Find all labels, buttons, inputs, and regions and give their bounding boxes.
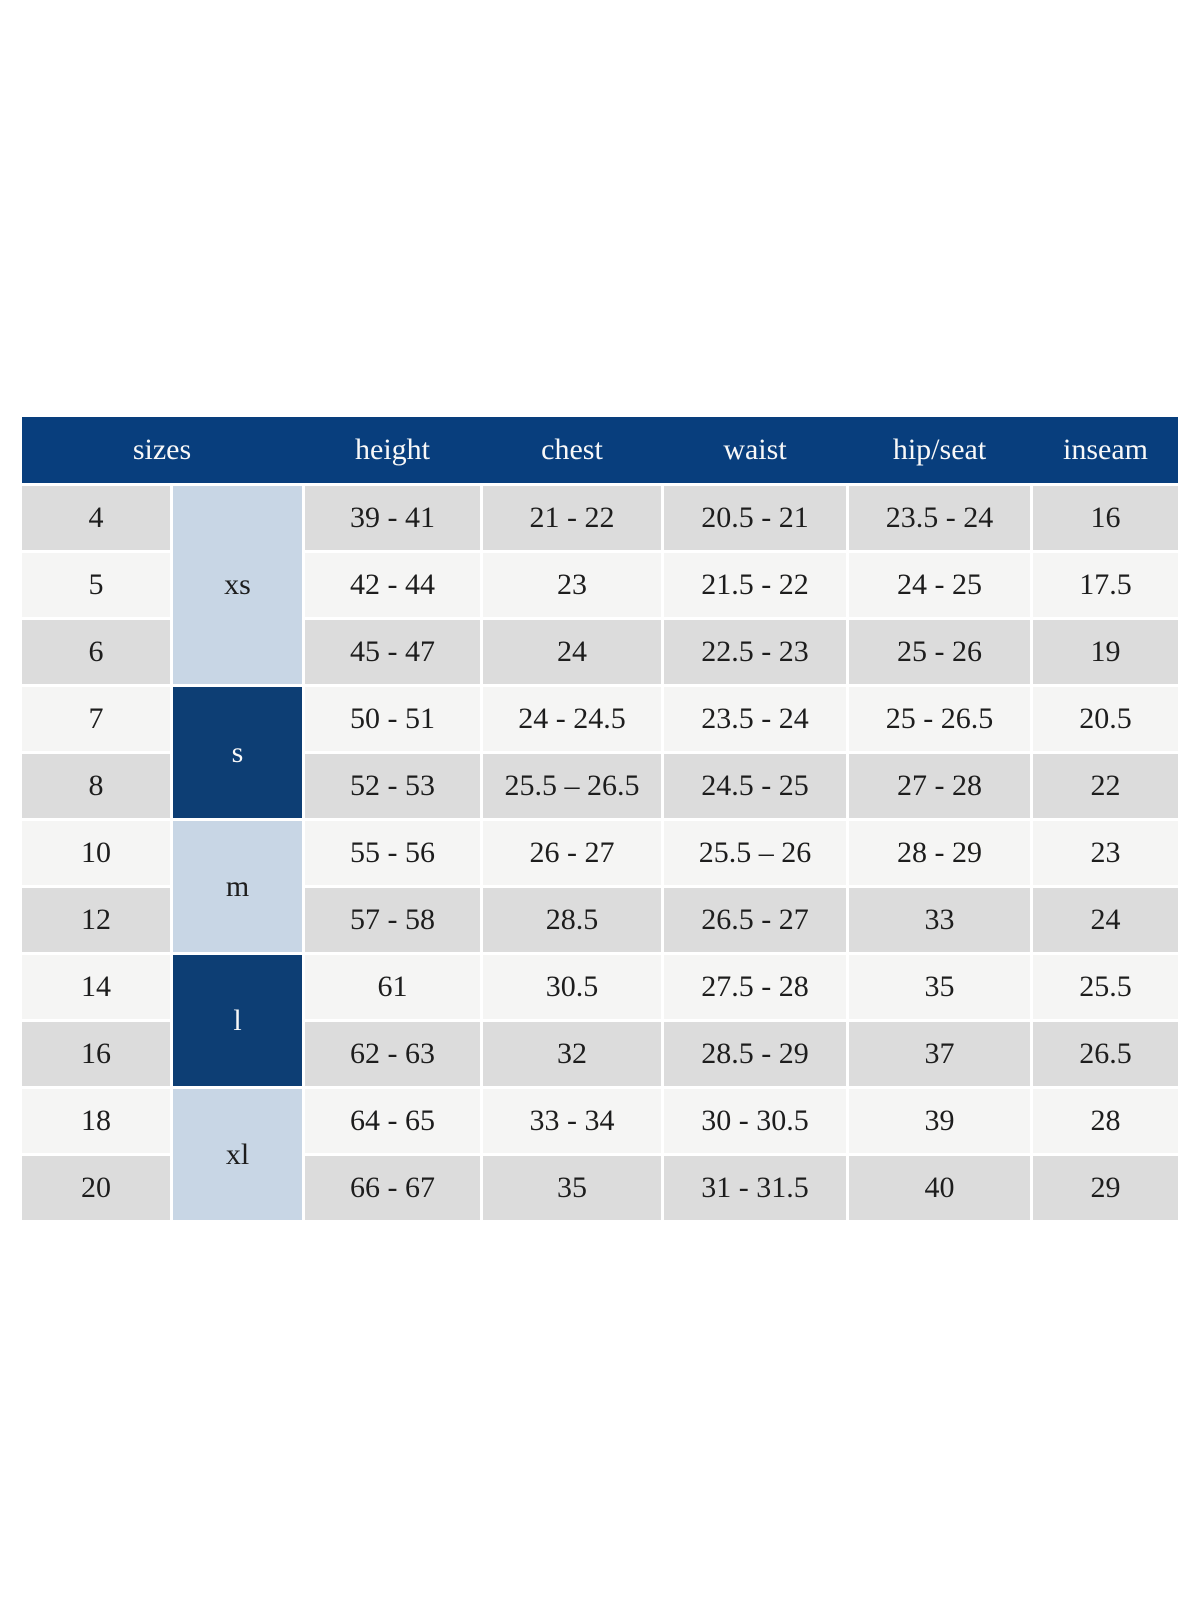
table-row: 10 m 55 - 56 26 - 27 25.5 – 26 28 - 29 2… xyxy=(22,821,1178,952)
waist-cell: 26.5 - 27 xyxy=(664,888,846,952)
inseam-cell: 22 xyxy=(1033,754,1178,818)
table-header-row: sizes height chest waist hip/seat inseam xyxy=(22,417,1178,483)
header-waist: waist xyxy=(723,433,787,466)
waist-cell: 27.5 - 28 xyxy=(664,955,846,1019)
inseam-cell: 19 xyxy=(1033,620,1178,684)
inseam-cell: 23 xyxy=(1033,821,1178,885)
inseam-cell: 24 xyxy=(1033,888,1178,952)
chest-cell: 23 xyxy=(483,553,661,617)
chest-cell: 32 xyxy=(483,1022,661,1086)
size-cell: 5 xyxy=(22,553,170,617)
inseam-cell: 26.5 xyxy=(1033,1022,1178,1086)
group-cell-xs: xs xyxy=(173,486,302,684)
inseam-cell: 29 xyxy=(1033,1156,1178,1220)
table-row: 20 66 - 67 35 31 - 31.5 40 29 xyxy=(22,1156,1178,1220)
waist-cell: 22.5 - 23 xyxy=(664,620,846,684)
height-cell: 57 - 58 xyxy=(305,888,480,952)
waist-cell: 31 - 31.5 xyxy=(664,1156,846,1220)
chest-cell: 28.5 xyxy=(483,888,661,952)
size-cell: 7 xyxy=(22,687,170,751)
inseam-cell: 16 xyxy=(1033,486,1178,550)
size-cell: 20 xyxy=(22,1156,170,1220)
waist-cell: 25.5 – 26 xyxy=(664,821,846,885)
hip-seat-cell: 35 xyxy=(849,955,1030,1019)
inseam-cell: 28 xyxy=(1033,1089,1178,1153)
height-cell: 64 - 65 xyxy=(305,1089,480,1153)
chest-cell: 30.5 xyxy=(483,955,661,1019)
height-cell: 39 - 41 xyxy=(305,486,480,550)
hip-seat-cell: 33 xyxy=(849,888,1030,952)
header-inseam: inseam xyxy=(1063,433,1148,466)
group-cell-m: m xyxy=(173,821,302,952)
hip-seat-cell: 25 - 26 xyxy=(849,620,1030,684)
table-row: 14 l 61 30.5 27.5 - 28 35 25.5 xyxy=(22,955,1178,1086)
height-cell: 42 - 44 xyxy=(305,553,480,617)
size-cell: 10 xyxy=(22,821,170,885)
inseam-cell: 20.5 xyxy=(1033,687,1178,751)
size-cell: 16 xyxy=(22,1022,170,1086)
waist-cell: 28.5 - 29 xyxy=(664,1022,846,1086)
hip-seat-cell: 23.5 - 24 xyxy=(849,486,1030,550)
group-cell-s: s xyxy=(173,687,302,818)
size-cell: 14 xyxy=(22,955,170,1019)
size-chart: sizes height chest waist hip/seat inseam… xyxy=(19,417,1181,1223)
hip-seat-cell: 40 xyxy=(849,1156,1030,1220)
chest-cell: 21 - 22 xyxy=(483,486,661,550)
header-chest: chest xyxy=(541,433,603,466)
group-cell-xl: xl xyxy=(173,1089,302,1220)
waist-cell: 20.5 - 21 xyxy=(664,486,846,550)
size-cell: 8 xyxy=(22,754,170,818)
table-row: 16 62 - 63 32 28.5 - 29 37 26.5 xyxy=(22,1022,1178,1086)
waist-cell: 23.5 - 24 xyxy=(664,687,846,751)
header-sizes: sizes xyxy=(132,433,192,466)
size-cell: 6 xyxy=(22,620,170,684)
height-cell: 66 - 67 xyxy=(305,1156,480,1220)
hip-seat-cell: 27 - 28 xyxy=(849,754,1030,818)
size-table-body: 4 xs 39 - 41 21 - 22 20.5 - 21 23.5 - 24… xyxy=(19,483,1181,1223)
height-cell: 50 - 51 xyxy=(305,687,480,751)
table-row: 6 45 - 47 24 22.5 - 23 25 - 26 19 xyxy=(22,620,1178,684)
hip-seat-cell: 39 xyxy=(849,1089,1030,1153)
height-cell: 61 xyxy=(305,955,480,1019)
inseam-cell: 17.5 xyxy=(1033,553,1178,617)
size-cell: 18 xyxy=(22,1089,170,1153)
table-row: 8 52 - 53 25.5 – 26.5 24.5 - 25 27 - 28 … xyxy=(22,754,1178,818)
chest-cell: 24 - 24.5 xyxy=(483,687,661,751)
height-cell: 55 - 56 xyxy=(305,821,480,885)
chest-cell: 35 xyxy=(483,1156,661,1220)
size-cell: 12 xyxy=(22,888,170,952)
height-cell: 62 - 63 xyxy=(305,1022,480,1086)
table-row: 18 xl 64 - 65 33 - 34 30 - 30.5 39 28 xyxy=(22,1089,1178,1220)
height-cell: 45 - 47 xyxy=(305,620,480,684)
table-row: 5 42 - 44 23 21.5 - 22 24 - 25 17.5 xyxy=(22,553,1178,617)
header-height: height xyxy=(355,433,430,466)
hip-seat-cell: 24 - 25 xyxy=(849,553,1030,617)
table-row: 4 xs 39 - 41 21 - 22 20.5 - 21 23.5 - 24… xyxy=(22,486,1178,684)
size-cell: 4 xyxy=(22,486,170,550)
chest-cell: 25.5 – 26.5 xyxy=(483,754,661,818)
group-cell-l: l xyxy=(173,955,302,1086)
table-row: 7 s 50 - 51 24 - 24.5 23.5 - 24 25 - 26.… xyxy=(22,687,1178,818)
chest-cell: 26 - 27 xyxy=(483,821,661,885)
chest-cell: 33 - 34 xyxy=(483,1089,661,1153)
waist-cell: 21.5 - 22 xyxy=(664,553,846,617)
hip-seat-cell: 25 - 26.5 xyxy=(849,687,1030,751)
header-hip-seat: hip/seat xyxy=(892,433,987,466)
chest-cell: 24 xyxy=(483,620,661,684)
hip-seat-cell: 37 xyxy=(849,1022,1030,1086)
waist-cell: 30 - 30.5 xyxy=(664,1089,846,1153)
waist-cell: 24.5 - 25 xyxy=(664,754,846,818)
height-cell: 52 - 53 xyxy=(305,754,480,818)
inseam-cell: 25.5 xyxy=(1033,955,1178,1019)
table-row: 12 57 - 58 28.5 26.5 - 27 33 24 xyxy=(22,888,1178,952)
hip-seat-cell: 28 - 29 xyxy=(849,821,1030,885)
